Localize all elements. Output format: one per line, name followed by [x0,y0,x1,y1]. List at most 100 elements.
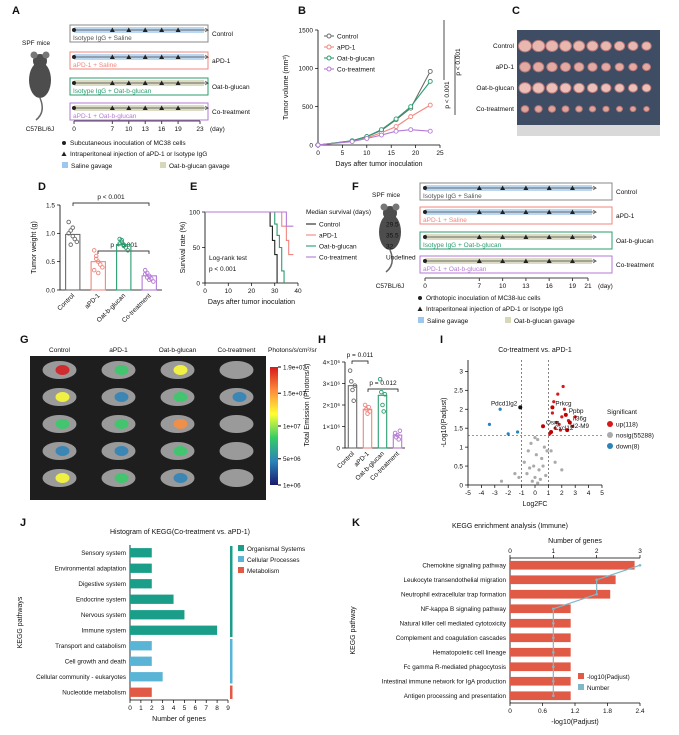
tumor [615,105,624,113]
legend-text: Orthotopic inoculation of MC38-luc cells [426,295,541,302]
chart-title: KEGG enrichment analysis (Immune) [452,523,568,530]
marker [595,578,598,582]
row-label: Control [493,43,515,50]
gene-label: Cxcl12 [554,425,574,432]
bar [510,575,616,585]
column-label: aPD-1 [109,347,128,354]
treatment-label: aPD-1 + Saline [73,62,117,69]
tumor [573,82,585,94]
marker [408,127,414,133]
legend-marker [326,44,332,50]
bar [130,687,152,697]
bar [510,560,635,570]
y-tick-label: 1 [459,444,463,451]
bar [65,233,81,291]
series-line [317,71,431,146]
mouse-body [379,214,401,250]
panel-label: G [20,334,29,346]
injection-mark [109,54,115,59]
marker [638,563,642,567]
tumor [614,62,625,72]
point [396,437,401,442]
treatment-label: aPD-1 + Oat-b-glucan [423,266,487,273]
point [553,460,557,464]
panel-label: D [38,181,46,193]
injection-mark [500,234,506,239]
median-value: 29.5 [386,221,399,228]
bar [510,618,571,628]
timeline-arrow [425,209,598,215]
point [573,415,577,419]
legend-dot [418,296,422,300]
bar [130,579,152,589]
day-label: 7 [478,283,482,290]
tumor [600,62,612,72]
group-indicator [230,639,233,684]
significance-bracket [97,250,150,254]
group-label: Control [616,189,638,196]
injection-mark [476,209,482,214]
tumor [546,61,558,73]
bar [510,604,571,614]
point [68,242,73,247]
y-tick-label: 1000 [299,66,314,73]
mouse-image [219,361,254,379]
injection-mark [500,185,506,190]
inoculation-dot [423,235,427,239]
injection-mark [476,185,482,190]
injection-mark [175,54,181,59]
x-tick-label: 1 [139,705,143,712]
tumor [545,40,559,52]
injection-mark [159,27,165,32]
signal [55,365,70,375]
bar [130,548,152,558]
y-axis-label: -Log10(Padjust) [441,398,448,448]
injection-mark [126,54,132,59]
gene-point [565,428,570,433]
x-axis-label: Days after tumor inoculation [208,299,295,306]
day-label: 19 [174,126,182,133]
bar [510,691,571,701]
signal [114,392,129,402]
injection-mark [126,105,132,110]
point [95,259,101,264]
point [72,236,78,242]
column-label: Oat-b-glucan [159,347,197,354]
day-label: 13 [522,283,530,290]
tumor [588,105,597,113]
point [70,225,75,230]
tumor [641,83,652,93]
x-tick-label: Control [56,292,76,312]
point [529,441,533,445]
series-line [317,104,431,146]
point [98,262,103,267]
marker [427,128,433,134]
colorbar-tick-label: 1.5e+07 [283,391,306,398]
marker [552,679,555,683]
injection-mark [546,258,552,263]
point [91,267,97,273]
strain-label: C57BL/6J [376,283,405,290]
mouse-tail [35,97,43,121]
point [533,436,537,440]
marker [552,621,555,625]
y-tick-label: 2.5 [454,388,463,395]
x-tick-label: 0.6 [538,708,547,715]
y-tick-label: 0 [309,142,313,149]
day-label: 21 [584,283,592,290]
tumor [641,62,652,72]
category-label: Cell growth and death [65,658,127,665]
point [382,392,388,397]
y-axis-label: Tumor volume (mm³) [283,55,290,120]
day-label: 10 [499,283,507,290]
panel-label: J [20,517,26,529]
legend-marker [607,421,613,427]
mouse-label: SPF mice [372,192,401,199]
point [560,468,564,472]
point [553,426,557,430]
marker [595,592,598,596]
injection-mark [546,209,552,214]
y-axis-label: Tumor weight (g) [31,221,38,274]
mouse-ear [42,51,50,59]
x-tick-label: 1.8 [603,708,612,715]
